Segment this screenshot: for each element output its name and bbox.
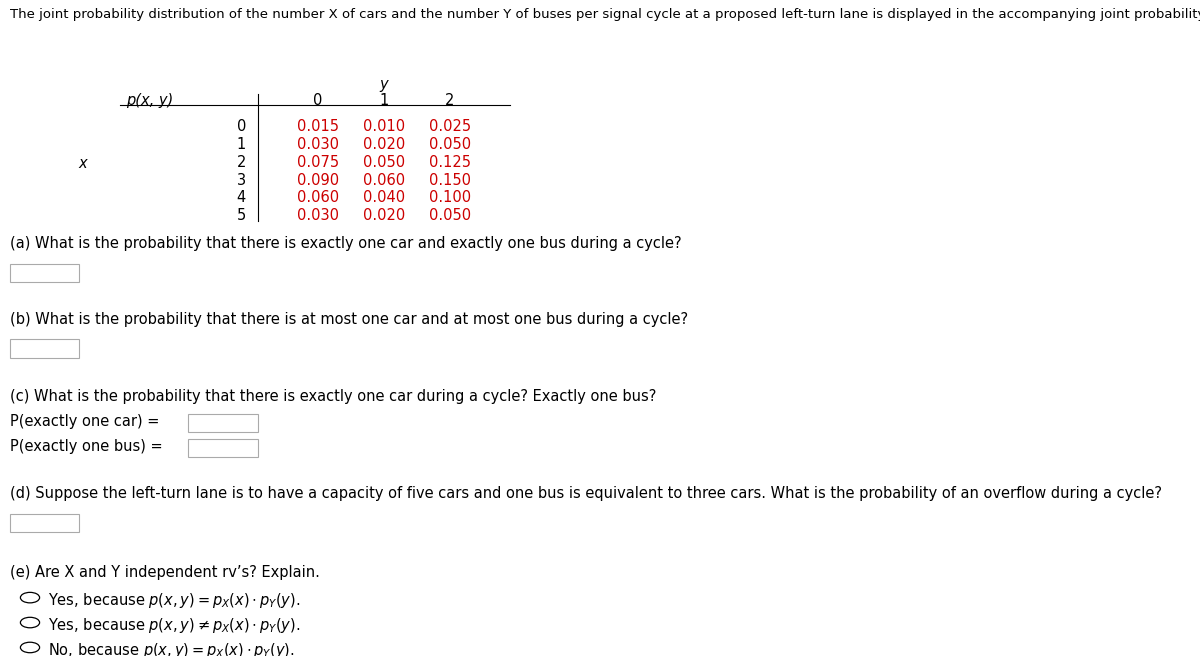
Text: 0.100: 0.100 — [428, 190, 472, 205]
Text: 0.150: 0.150 — [430, 173, 470, 188]
Text: 0.050: 0.050 — [362, 155, 406, 170]
Text: 0.040: 0.040 — [362, 190, 406, 205]
Text: 0.020: 0.020 — [362, 137, 406, 152]
Text: 0.020: 0.020 — [362, 208, 406, 223]
Text: p(x, y): p(x, y) — [126, 93, 173, 108]
Text: 5: 5 — [236, 208, 246, 223]
Text: 2: 2 — [236, 155, 246, 170]
Text: 0.090: 0.090 — [296, 173, 340, 188]
Text: 0.010: 0.010 — [362, 119, 406, 134]
Text: 0.030: 0.030 — [298, 137, 340, 152]
Text: Yes, because $p(x, y) \neq p_X(x) \cdot p_Y(y)$.: Yes, because $p(x, y) \neq p_X(x) \cdot … — [48, 616, 300, 635]
Text: 0.030: 0.030 — [298, 208, 340, 223]
Text: 0.025: 0.025 — [428, 119, 472, 134]
Text: 4: 4 — [236, 190, 246, 205]
Text: 0.075: 0.075 — [296, 155, 340, 170]
Text: y: y — [379, 77, 389, 92]
Text: 0.060: 0.060 — [362, 173, 406, 188]
Text: 0: 0 — [236, 119, 246, 134]
Text: 1: 1 — [379, 93, 389, 108]
Text: (e) Are X and Y independent rv’s? Explain.: (e) Are X and Y independent rv’s? Explai… — [10, 565, 319, 580]
Text: 0.050: 0.050 — [428, 137, 472, 152]
Bar — [10, 514, 79, 532]
Bar — [188, 439, 258, 457]
Text: x: x — [78, 156, 86, 171]
Text: (c) What is the probability that there is exactly one car during a cycle? Exactl: (c) What is the probability that there i… — [10, 389, 656, 404]
Text: (a) What is the probability that there is exactly one car and exactly one bus du: (a) What is the probability that there i… — [10, 236, 682, 251]
Text: No, because $p(x, y) = p_X(x) \cdot p_Y(y)$.: No, because $p(x, y) = p_X(x) \cdot p_Y(… — [48, 641, 295, 656]
Text: Yes, because $p(x, y) = p_X(x) \cdot p_Y(y)$.: Yes, because $p(x, y) = p_X(x) \cdot p_Y… — [48, 591, 300, 610]
Text: (d) Suppose the left-turn lane is to have a capacity of five cars and one bus is: (d) Suppose the left-turn lane is to hav… — [10, 486, 1162, 501]
Bar — [10, 339, 79, 358]
Text: 0: 0 — [313, 93, 323, 108]
Text: 0.125: 0.125 — [430, 155, 470, 170]
Text: 3: 3 — [236, 173, 246, 188]
Text: 0.050: 0.050 — [428, 208, 472, 223]
Text: 1: 1 — [236, 137, 246, 152]
Text: 2: 2 — [445, 93, 455, 108]
Text: P(exactly one bus) =: P(exactly one bus) = — [10, 439, 162, 454]
Text: 0.060: 0.060 — [296, 190, 340, 205]
Text: The joint probability distribution of the number X of cars and the number Y of b: The joint probability distribution of th… — [10, 8, 1200, 21]
Bar — [10, 264, 79, 282]
Text: (b) What is the probability that there is at most one car and at most one bus du: (b) What is the probability that there i… — [10, 312, 688, 327]
Text: P(exactly one car) =: P(exactly one car) = — [10, 414, 158, 429]
Bar — [188, 414, 258, 432]
Text: 0.015: 0.015 — [298, 119, 340, 134]
